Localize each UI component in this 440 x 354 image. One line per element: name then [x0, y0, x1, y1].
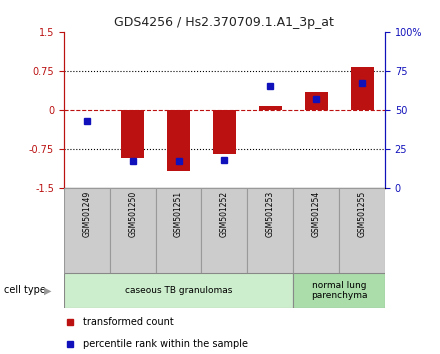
- Bar: [64, 188, 110, 273]
- Text: GSM501254: GSM501254: [312, 191, 321, 237]
- Text: GSM501251: GSM501251: [174, 191, 183, 237]
- Bar: [305, 92, 328, 110]
- Text: GSM501253: GSM501253: [266, 191, 275, 237]
- Text: GSM501250: GSM501250: [128, 191, 137, 237]
- Text: caseous TB granulomas: caseous TB granulomas: [125, 286, 232, 295]
- Bar: [121, 110, 144, 158]
- Title: GDS4256 / Hs2.370709.1.A1_3p_at: GDS4256 / Hs2.370709.1.A1_3p_at: [114, 16, 334, 29]
- Bar: [167, 110, 190, 171]
- Bar: [213, 110, 236, 154]
- Text: GSM501255: GSM501255: [358, 191, 367, 237]
- Bar: [110, 188, 156, 273]
- Bar: [339, 188, 385, 273]
- Bar: [202, 188, 247, 273]
- Text: ▶: ▶: [44, 285, 51, 295]
- Bar: [64, 273, 293, 308]
- Text: GSM501252: GSM501252: [220, 191, 229, 237]
- Bar: [259, 106, 282, 110]
- Text: transformed count: transformed count: [83, 317, 174, 327]
- Text: cell type: cell type: [4, 285, 46, 295]
- Bar: [293, 188, 339, 273]
- Text: percentile rank within the sample: percentile rank within the sample: [83, 339, 248, 349]
- Bar: [247, 188, 293, 273]
- Bar: [293, 273, 385, 308]
- Text: normal lung
parenchyma: normal lung parenchyma: [311, 281, 367, 300]
- Bar: [351, 67, 374, 110]
- Bar: [156, 188, 202, 273]
- Text: GSM501249: GSM501249: [82, 191, 91, 237]
